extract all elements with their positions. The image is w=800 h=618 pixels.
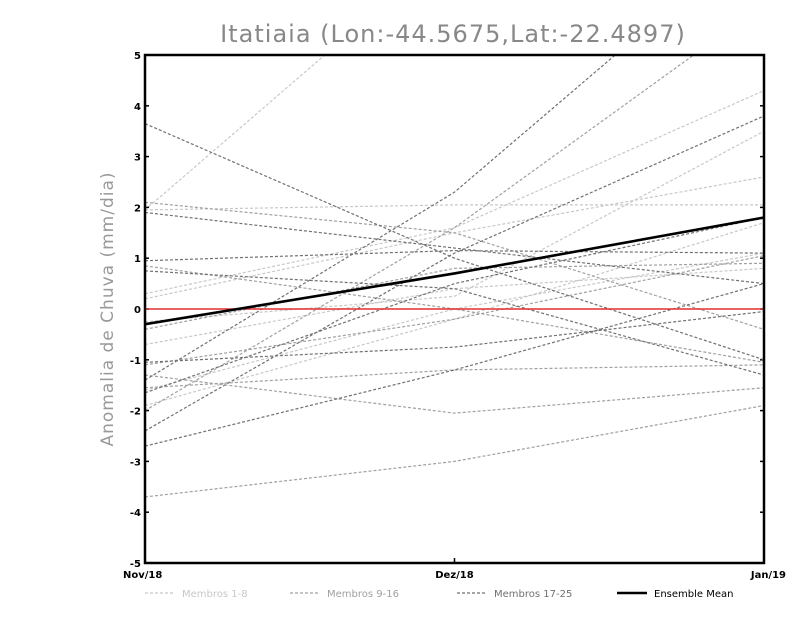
y-tick-label: 0	[134, 305, 141, 316]
series-line-m4	[145, 204, 764, 211]
x-tick-label: Nov/18	[123, 570, 162, 581]
series-line-m6	[145, 267, 764, 346]
series-line-m19	[145, 115, 764, 432]
legend-label: Membros 17-25	[494, 589, 572, 600]
series-line-m18	[145, 55, 617, 381]
plot-frame	[143, 53, 766, 565]
y-tick-label: -4	[130, 508, 141, 519]
chart-title: Itatiaia (Lon:-44.5675,Lat:-22.4897)	[220, 20, 686, 48]
ensemble-mean-line	[145, 216, 764, 326]
series-line-m25	[145, 310, 764, 363]
series-line-m20	[145, 211, 764, 285]
series-line-m22	[145, 283, 764, 447]
y-tick-label: -2	[130, 407, 141, 418]
series-layer	[145, 55, 764, 498]
y-axis-label: Anomalia de Chuva (mm/dia)	[98, 171, 118, 446]
series-line-m2	[145, 90, 764, 295]
legend-label: Membros 9-16	[327, 589, 399, 600]
x-tick-label: Dez/18	[435, 570, 474, 581]
y-tick-label: 3	[134, 153, 141, 164]
series-line-m16	[145, 364, 764, 389]
legend-label: Ensemble Mean	[654, 589, 733, 600]
series-line-m13	[145, 255, 764, 366]
series-line-m17	[145, 123, 764, 361]
legend: Membros 1-8 Membros 9-16 Membros 17-25 Ense…	[145, 589, 733, 600]
y-tick-label: 1	[134, 254, 141, 265]
y-tick-label: 5	[134, 51, 141, 62]
series-line-m10	[145, 374, 764, 414]
series-line-m3	[145, 130, 764, 323]
y-tick-label: 2	[134, 203, 141, 214]
y-tick-label: -3	[130, 457, 141, 468]
y-tick-label: 4	[134, 102, 141, 113]
series-line-m12	[145, 265, 764, 363]
series-line-m1	[145, 55, 326, 211]
series-line-m24	[145, 270, 764, 376]
x-tick-label: Jan/19	[750, 570, 786, 581]
series-line-m7	[145, 252, 764, 391]
series-line-m9	[145, 201, 764, 330]
legend-label: Membros 1-8	[182, 589, 248, 600]
y-tick-label: -5	[130, 559, 141, 570]
y-tick-label: -1	[130, 356, 141, 367]
series-line-m5	[145, 176, 764, 300]
series-line-m11	[145, 404, 764, 498]
series-line-m21	[145, 249, 764, 262]
